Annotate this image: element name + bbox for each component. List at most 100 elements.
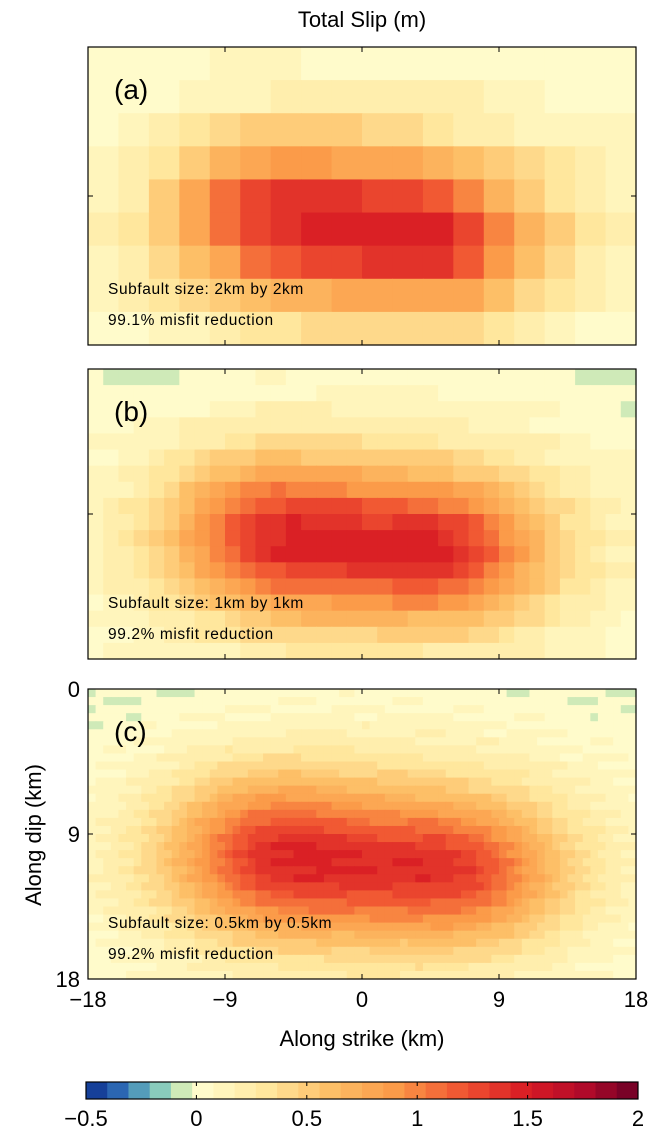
heatmap-cell	[483, 769, 492, 779]
heatmap-cell	[301, 745, 310, 755]
heatmap-cell	[164, 433, 180, 451]
heatmap-cell	[430, 817, 439, 827]
heatmap-cell	[537, 737, 546, 746]
heatmap-cell	[164, 761, 173, 771]
heatmap-cell	[605, 401, 622, 418]
heatmap-cell	[240, 729, 249, 738]
heatmap-cell	[377, 817, 386, 827]
heatmap-cell	[247, 801, 257, 811]
heatmap-cell	[582, 745, 591, 755]
heatmap-cell	[171, 705, 180, 714]
heatmap-cell	[453, 530, 470, 547]
heatmap-cell	[255, 850, 264, 859]
heatmap-cell	[613, 834, 622, 843]
heatmap-cell	[118, 311, 150, 346]
heatmap-cell	[575, 179, 607, 214]
heatmap-cell	[301, 562, 317, 580]
heatmap-cell	[552, 809, 561, 819]
heatmap-cell	[567, 777, 576, 787]
heatmap-cell	[240, 369, 257, 386]
heatmap-cell	[247, 793, 257, 803]
heatmap-cell	[422, 417, 439, 435]
heatmap-cell	[613, 777, 622, 787]
heatmap-cell	[270, 449, 287, 467]
heatmap-cell	[88, 825, 97, 835]
heatmap-cell	[217, 817, 226, 827]
heatmap-cell	[285, 546, 302, 563]
heatmap-cell	[179, 882, 188, 891]
heatmap-cell	[133, 449, 150, 467]
heatmap-cell	[605, 497, 622, 515]
heatmap-cell	[110, 689, 120, 698]
heatmap-cell	[331, 753, 340, 763]
heatmap-cell	[567, 874, 576, 883]
heatmap-cell	[247, 737, 257, 746]
heatmap-cell	[544, 497, 561, 515]
heatmap-cell	[407, 546, 424, 563]
heatmap-cell	[415, 689, 424, 698]
heatmap-cell	[346, 729, 355, 738]
heatmap-cell	[499, 737, 508, 746]
heatmap-cell	[529, 745, 538, 755]
heatmap-cell	[331, 745, 340, 755]
heatmap-cell	[148, 713, 158, 722]
heatmap-cell	[316, 866, 325, 875]
heatmap-cell	[430, 785, 439, 795]
heatmap-cell	[544, 179, 576, 214]
heatmap-cell	[559, 938, 569, 948]
heatmap-cell	[225, 497, 241, 515]
heatmap-cell	[438, 697, 447, 706]
heatmap-cell	[133, 914, 142, 924]
heatmap-cell	[407, 417, 424, 435]
heatmap-cell	[316, 385, 333, 402]
heatmap-cell	[415, 729, 424, 738]
heatmap-cell	[362, 562, 378, 580]
heatmap-cell	[590, 514, 607, 531]
heatmap-cell	[141, 858, 150, 867]
heatmap-cell	[209, 874, 218, 883]
heatmap-cell	[247, 866, 257, 875]
heatmap-cell	[88, 729, 97, 738]
heatmap-cell	[460, 850, 470, 859]
heatmap-cell	[346, 866, 355, 875]
heatmap-cell	[506, 753, 515, 763]
heatmap-cell	[88, 417, 104, 435]
heatmap-cell	[575, 47, 607, 81]
heatmap-cell	[544, 834, 553, 843]
heatmap-cell	[605, 689, 614, 698]
heatmap-cell	[240, 385, 257, 402]
heatmap-cell	[240, 946, 249, 956]
heatmap-cell	[392, 801, 401, 811]
heatmap-cell	[483, 938, 492, 948]
heatmap-cell	[95, 785, 104, 795]
heatmap-cell	[575, 817, 584, 827]
heatmap-cell	[415, 705, 424, 714]
heatmap-cell	[590, 825, 599, 835]
heatmap-cell	[559, 785, 569, 795]
heatmap-cell	[559, 753, 569, 763]
heatmap-cell	[369, 745, 378, 755]
heatmap-cell	[301, 594, 317, 612]
heatmap-cell	[590, 858, 599, 867]
heatmap-cell	[567, 914, 576, 924]
heatmap-cell	[438, 497, 454, 515]
heatmap-cell	[126, 874, 135, 883]
heatmap-cell	[171, 866, 180, 875]
heatmap-cell	[323, 713, 333, 722]
colorbar-tick-label: −0.5	[64, 1106, 107, 1131]
heatmap-cell	[164, 866, 173, 875]
heatmap-cell	[270, 809, 279, 819]
heatmap-cell	[605, 946, 614, 956]
heatmap-cell	[483, 642, 500, 660]
heatmap-cell	[575, 761, 584, 771]
heatmap-cell	[285, 610, 302, 628]
heatmap-cell	[468, 546, 485, 563]
heatmap-cell	[141, 954, 150, 964]
heatmap-cell	[209, 834, 218, 843]
heatmap-cell	[263, 761, 272, 771]
heatmap-cell	[628, 817, 637, 827]
heatmap-cell	[339, 801, 348, 811]
heatmap-cell	[514, 626, 531, 644]
heatmap-cell	[590, 761, 599, 771]
heatmap-cell	[575, 898, 584, 908]
